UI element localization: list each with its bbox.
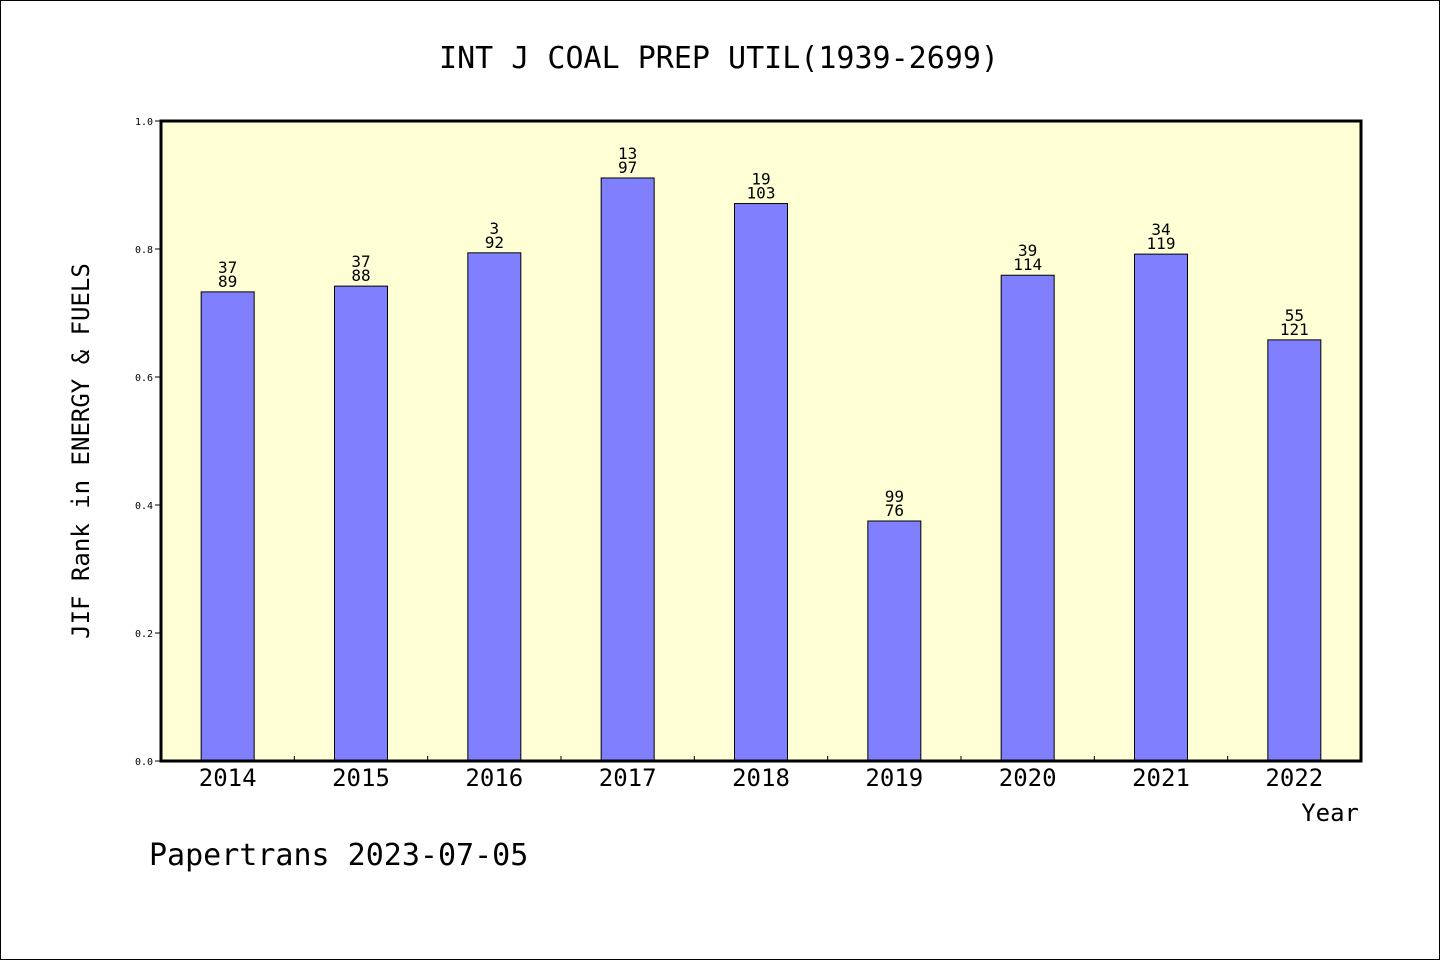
bar-label-bottom: 103 (747, 184, 776, 203)
y-tick-label: 0.8 (135, 245, 153, 256)
y-tick-label: 0.6 (135, 373, 153, 384)
bar-label-top: 37 (351, 252, 370, 271)
bar-label-bottom: 76 (885, 501, 904, 520)
bar-label-bottom: 114 (1013, 255, 1042, 274)
bar-label-bottom: 92 (485, 233, 504, 252)
x-axis-label: Year (1301, 799, 1359, 827)
x-tick-label: 2017 (599, 764, 657, 792)
bar-2014 (200, 291, 255, 762)
x-tick-label: 2014 (199, 764, 257, 792)
x-tick-label: 2018 (732, 764, 790, 792)
x-tick-label: 2022 (1265, 764, 1323, 792)
bar-2021 (1134, 253, 1188, 762)
y-axis-ticks: 0.0 0.2 0.4 0.6 0.8 1.0 (135, 117, 161, 768)
x-tick-label: 2015 (332, 764, 390, 792)
plot-border (159, 119, 1363, 763)
bar-label-top: 37 (218, 258, 237, 277)
y-tick-label: 0.4 (135, 501, 153, 512)
bar-label-top: 13 (618, 144, 637, 163)
footer-text: Papertrans 2023-07-05 (149, 838, 528, 873)
bar-label-bottom: 89 (218, 272, 237, 291)
bar-2022 (1267, 339, 1322, 762)
bar-2020 (1000, 274, 1055, 762)
bar-2015 (334, 285, 388, 762)
bar-2017 (600, 177, 655, 762)
bar-label-bottom: 121 (1280, 320, 1309, 339)
bar-2018 (734, 203, 788, 762)
x-axis-ticks: 2014 2015 2016 2017 2018 2019 2020 2021 2022 (199, 756, 1323, 792)
y-tick-label: 0.0 (135, 757, 153, 768)
bar-label-bottom: 97 (618, 158, 637, 177)
y-axis-label: JIF Rank in ENERGY & FUELS (67, 263, 95, 639)
bar-2019 (867, 520, 922, 762)
x-tick-label: 2021 (1132, 764, 1190, 792)
bar-label-top: 39 (1018, 241, 1037, 260)
bar-label-bottom: 119 (1147, 234, 1176, 253)
x-tick-label: 2020 (999, 764, 1057, 792)
bar-label-top: 3 (490, 219, 500, 238)
bar-label-top: 99 (885, 487, 904, 506)
x-tick-label: 2019 (865, 764, 923, 792)
x-tick-label: 2016 (465, 764, 523, 792)
y-tick-label: 0.2 (135, 629, 153, 640)
bar-label-top: 19 (751, 170, 770, 189)
bar-label-top: 55 (1285, 306, 1304, 325)
bar-label-top: 34 (1151, 220, 1170, 239)
bar-label-bottom: 88 (351, 266, 370, 285)
bar-2016 (467, 252, 522, 762)
chart-title: INT J COAL PREP UTIL(1939-2699) (439, 41, 999, 76)
y-tick-label: 1.0 (135, 117, 153, 128)
